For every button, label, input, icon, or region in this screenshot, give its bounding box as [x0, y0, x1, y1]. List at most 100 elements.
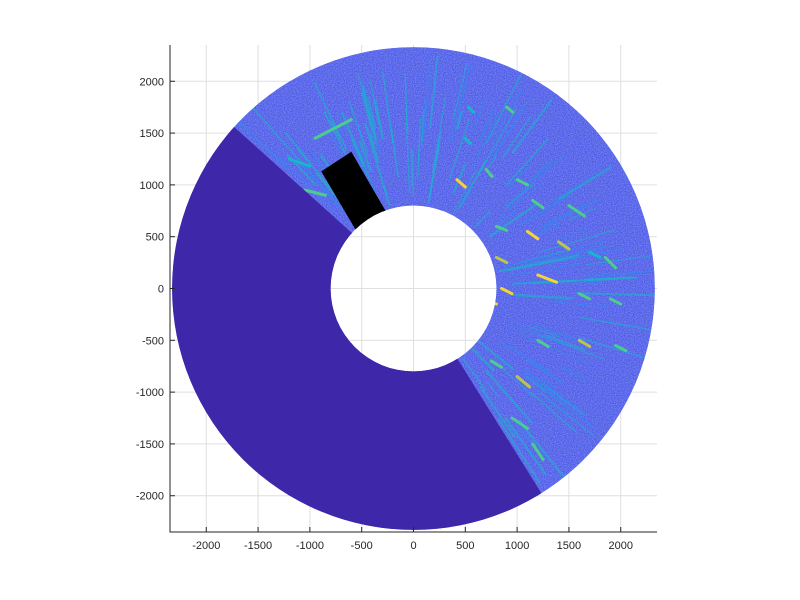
radial-streak [488, 202, 539, 238]
radial-streak [382, 185, 391, 206]
radial-streak [497, 208, 518, 225]
return-blob [455, 178, 467, 189]
radial-streak [484, 369, 534, 425]
radial-streak [435, 96, 447, 153]
radial-streak [474, 211, 491, 228]
radial-streak [505, 280, 552, 284]
radial-streak [471, 96, 487, 133]
y-tick-label: 2000 [140, 76, 164, 88]
blanked-region [321, 151, 386, 230]
radial-streak [558, 262, 582, 268]
y-tick-label: 0 [158, 284, 164, 296]
radial-streak [554, 301, 608, 308]
return-blob [614, 343, 628, 353]
radial-streak [509, 266, 562, 276]
radial-streak [519, 194, 571, 226]
radial-streak [330, 120, 341, 139]
y-tick-label: 1500 [140, 128, 164, 140]
radial-streak [528, 360, 563, 384]
radial-streak [540, 377, 557, 389]
return-blob [577, 338, 592, 349]
radial-streak [505, 138, 549, 187]
return-blob [531, 442, 545, 461]
radial-streak [523, 368, 585, 415]
axis-frame [169, 45, 657, 533]
x-tick-label: 500 [456, 540, 474, 552]
y-tick-label: -1000 [136, 387, 164, 399]
radial-streak [315, 172, 341, 202]
radial-streak [549, 171, 599, 204]
radial-streak [361, 85, 378, 140]
return-blob [557, 240, 571, 251]
radial-streak [279, 156, 335, 211]
radial-streak [499, 182, 542, 218]
radial-streak [538, 229, 616, 253]
radial-streak [537, 202, 589, 229]
return-blob [494, 255, 509, 265]
radial-streak [485, 380, 499, 397]
return-blob [510, 416, 529, 430]
x-tick-label: 1500 [557, 540, 581, 552]
return-blob [489, 359, 504, 369]
radial-streak [508, 163, 532, 188]
return-blob [515, 178, 529, 187]
radial-streak [585, 269, 655, 277]
radial-streak [503, 253, 557, 268]
radial-streak [369, 133, 380, 162]
return-blob [525, 230, 540, 241]
radial-streak [543, 199, 598, 228]
radial-streak [523, 373, 595, 429]
radial-streak [534, 223, 560, 236]
radial-streak [452, 169, 477, 214]
radial-streak [479, 385, 516, 439]
radial-streak [321, 187, 333, 200]
x-tick-label: -500 [351, 540, 373, 552]
radial-streak [501, 341, 551, 373]
return-blob [466, 105, 476, 114]
return-blob [608, 297, 623, 306]
y-tick-label: 500 [146, 232, 164, 244]
return-blob [484, 167, 494, 179]
radial-streak [578, 336, 647, 359]
radial-streak [587, 255, 651, 266]
y-axis-ticks: 2000 1500 1000 500 0 -500 -1000 -1500 -2000 [136, 76, 175, 503]
radial-streak [313, 81, 348, 150]
radial-streak [373, 98, 385, 140]
radial-streak [492, 104, 526, 159]
radial-streak [417, 117, 422, 162]
x-axis-ticks: -2000 -1500 -1000 -500 0 500 1000 1500 2000 [192, 527, 633, 552]
radial-streak [420, 110, 425, 147]
radial-streak [517, 419, 568, 482]
radial-streak [471, 347, 496, 372]
return-blob [303, 188, 327, 197]
radial-streak [369, 80, 380, 125]
x-tick-label: 1000 [505, 540, 529, 552]
radial-streak [452, 163, 467, 194]
radial-streak [477, 107, 518, 176]
radial-streak [410, 148, 413, 188]
radial-streak [555, 229, 589, 242]
radial-streak [533, 324, 577, 340]
radial-streak [298, 158, 339, 205]
return-blob [313, 118, 353, 140]
radial-streak [529, 390, 578, 434]
radial-streak [367, 97, 377, 129]
y-tick-label: -2000 [136, 491, 164, 503]
return-blob [500, 287, 514, 296]
radial-streak [557, 166, 612, 201]
radial-streak [284, 132, 311, 164]
radial-streak [560, 365, 586, 381]
y-tick-label: 1000 [140, 180, 164, 192]
radial-streak [578, 316, 655, 332]
radial-streak [498, 254, 580, 273]
y-tick-label: -500 [142, 335, 164, 347]
radial-streak [336, 112, 347, 133]
radial-streak [504, 416, 547, 476]
radial-streak [461, 357, 487, 392]
return-blob [505, 105, 515, 114]
radial-streak [522, 245, 608, 266]
return-blob [536, 273, 558, 284]
radial-streak [491, 86, 523, 143]
radial-streak [350, 140, 368, 177]
